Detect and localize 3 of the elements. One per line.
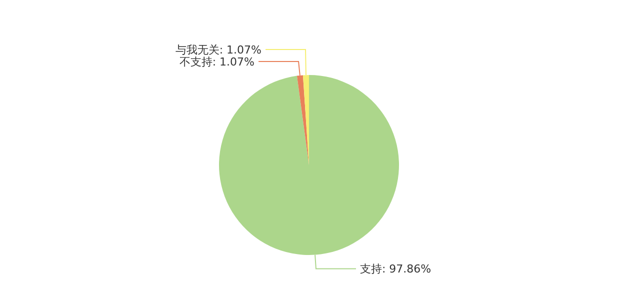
slice-label: 不支持: 1.07% — [179, 55, 255, 68]
slice-label: 与我无关: 1.07% — [175, 43, 262, 56]
slice-label: 支持: 97.86% — [360, 262, 432, 276]
